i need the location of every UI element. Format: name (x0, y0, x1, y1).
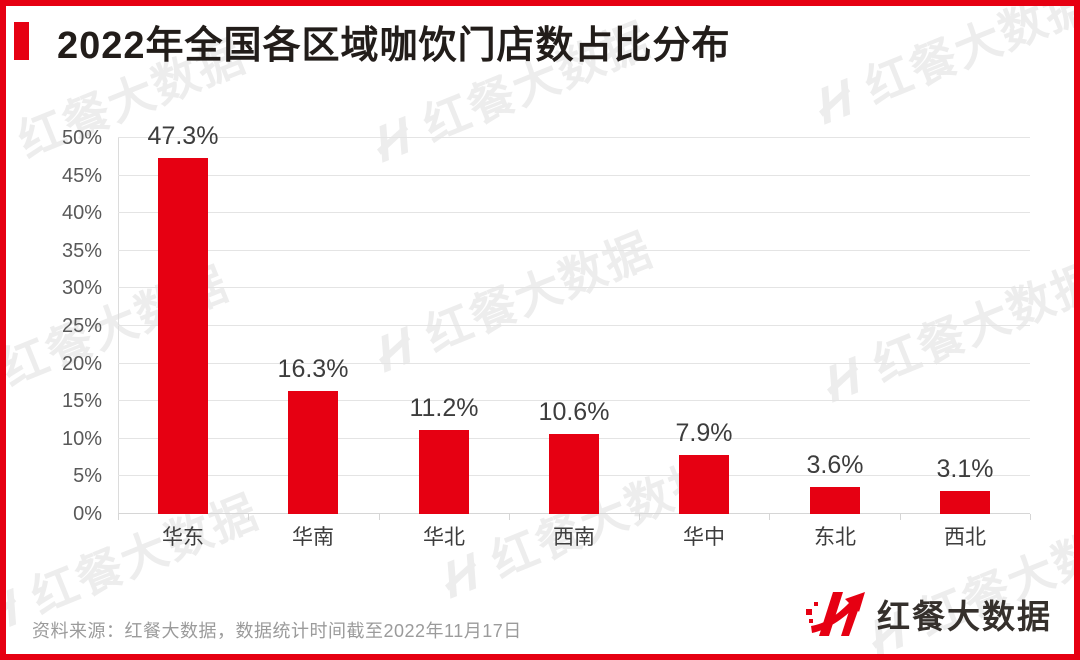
y-tick-label: 10% (61, 427, 102, 450)
bar-value-label: 11.2% (409, 393, 479, 422)
bar-value-label: 3.6% (806, 450, 864, 479)
brand-logo-text: 红餐大数据 (877, 597, 1052, 635)
bar-华北 (419, 429, 469, 514)
bar-value-label: 47.3% (147, 122, 219, 151)
x-tick-mark (1030, 514, 1031, 520)
bar-value-label: 16.3% (277, 355, 349, 384)
gridline (118, 325, 1030, 326)
gridline (118, 137, 1030, 138)
bar-华东 (158, 158, 208, 514)
bar-华中 (679, 454, 729, 514)
y-tick-label: 50% (61, 127, 102, 149)
brand-logo-icon (805, 582, 869, 645)
bar-东北 (810, 486, 860, 514)
plot-area: 47.3% 华东 16.3% 华南 11.2% 华北 10.6% 西南 7.9% 华中 3.6% 东北… (118, 122, 1031, 549)
y-tick-label: 20% (61, 352, 102, 375)
chart-title: 2022年全国各区域咖饮门店数占比分布 (57, 25, 731, 67)
y-tick-label: 0% (73, 503, 102, 525)
x-category-label: 华北 (423, 526, 465, 549)
gridline (118, 362, 1030, 364)
x-tick-mark (248, 514, 249, 520)
gridline (118, 400, 1030, 402)
x-category-label: 西南 (553, 526, 595, 549)
title-accent-bar (14, 22, 29, 60)
brand-logo: 红餐大数据 (805, 582, 1052, 645)
y-tick-label: 5% (73, 465, 102, 488)
bar-西北 (940, 490, 990, 514)
brand-watermark: 红餐大数据 (797, 6, 1074, 140)
x-category-label: 华东 (162, 526, 204, 549)
y-tick-label: 40% (61, 202, 102, 225)
bar-value-label: 7.9% (675, 418, 733, 447)
y-tick-label: 45% (61, 164, 102, 187)
bar-value-label: 3.1% (936, 454, 994, 483)
bar-华南 (288, 391, 338, 514)
x-tick-mark (509, 514, 510, 520)
y-tick-label: 35% (61, 239, 102, 262)
bar-value-label: 10.6% (538, 398, 610, 427)
x-category-label: 华中 (683, 526, 725, 549)
x-tick-mark (639, 514, 640, 520)
x-tick-mark (769, 514, 770, 520)
x-tick-mark (900, 514, 901, 520)
x-category-label: 华南 (292, 526, 334, 549)
x-category-label: 东北 (814, 526, 856, 549)
x-tick-mark (379, 514, 380, 520)
gridline (118, 212, 1030, 214)
y-axis-line (118, 138, 119, 514)
gridline (118, 174, 1030, 176)
y-tick-label: 30% (61, 277, 102, 300)
x-category-label: 西北 (944, 526, 986, 549)
y-tick-label: 15% (61, 390, 102, 413)
source-note: 资料来源：红餐大数据，数据统计时间截至2022年11月17日 (32, 621, 522, 641)
y-tick-label: 25% (61, 315, 102, 337)
gridline (118, 287, 1030, 289)
x-tick-mark (118, 514, 119, 520)
bar-西南 (549, 434, 599, 514)
gridline (118, 249, 1030, 251)
